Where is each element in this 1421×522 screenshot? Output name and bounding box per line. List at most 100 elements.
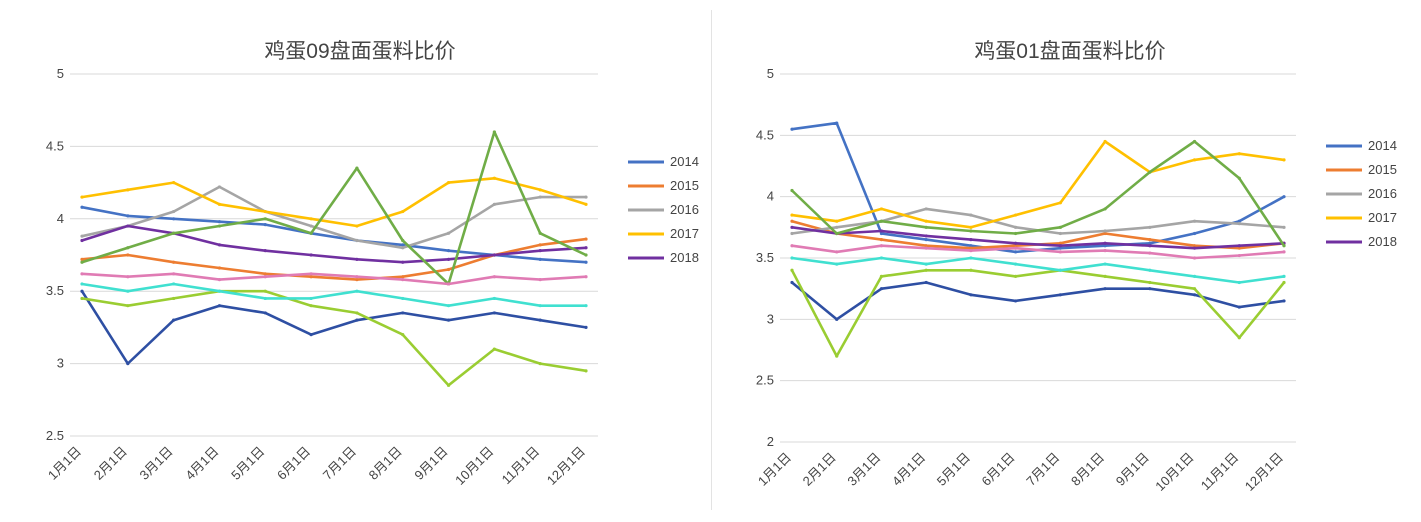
legend-label: 2014 [1368, 138, 1397, 153]
data-point [879, 229, 884, 233]
data-point [401, 311, 405, 315]
data-point [126, 214, 130, 218]
data-point [1058, 241, 1062, 245]
data-point [1192, 287, 1197, 291]
data-point [538, 362, 542, 366]
data-point [1014, 262, 1018, 266]
data-point [924, 268, 928, 272]
data-point [1237, 253, 1241, 258]
data-point [835, 317, 839, 321]
data-point [835, 219, 839, 223]
data-point [924, 225, 928, 229]
x-tick-label: 10月1日 [1152, 450, 1196, 494]
x-tick-label: 12月1日 [544, 444, 588, 488]
data-point [1014, 213, 1018, 217]
data-point [1237, 176, 1241, 180]
data-point [355, 238, 359, 243]
y-tick-label: 4.5 [46, 138, 64, 153]
data-point [924, 219, 928, 223]
data-point [309, 296, 313, 301]
data-point [969, 256, 973, 260]
data-point [80, 195, 84, 199]
data-point [1237, 246, 1241, 250]
data-point [1103, 229, 1107, 233]
data-point [80, 205, 84, 209]
data-point [1014, 244, 1018, 248]
data-point [401, 278, 405, 282]
data-point [1103, 139, 1107, 144]
data-point [924, 262, 928, 266]
data-point [1237, 305, 1241, 309]
data-point [790, 256, 794, 260]
data-point [1148, 170, 1152, 174]
data-point [1192, 246, 1197, 250]
data-point [969, 249, 973, 253]
x-tick-label: 7月1日 [320, 444, 359, 483]
data-point [263, 249, 267, 253]
series-line-2017 [80, 177, 588, 228]
x-tick-label: 1月1日 [45, 444, 84, 483]
data-point [924, 280, 928, 285]
data-point [446, 231, 451, 235]
data-point [217, 243, 222, 247]
data-point [1103, 249, 1107, 253]
data-point [263, 275, 267, 279]
data-point [126, 253, 130, 257]
data-point [1103, 207, 1107, 211]
x-tick-label: 2月1日 [800, 450, 839, 489]
data-point [835, 231, 839, 236]
data-point [538, 231, 542, 235]
data-point [355, 311, 359, 315]
data-point [1282, 195, 1286, 199]
data-point [309, 231, 313, 235]
data-point [492, 311, 496, 315]
data-point [835, 354, 839, 358]
data-point [1014, 299, 1018, 303]
data-point [401, 246, 405, 250]
data-point [355, 166, 359, 170]
y-tick-label: 5 [57, 66, 64, 81]
data-point [1014, 246, 1018, 250]
data-point [1103, 244, 1107, 248]
data-point [1282, 250, 1286, 254]
y-tick-label: 3 [57, 356, 64, 371]
x-tick-label: 3月1日 [137, 444, 176, 483]
data-point [538, 243, 542, 247]
x-tick-label: 10月1日 [452, 444, 496, 488]
data-point [355, 289, 359, 293]
data-point [790, 219, 794, 223]
data-point [172, 260, 176, 264]
series-line-unnamed-6 [790, 281, 1286, 321]
data-point [584, 275, 588, 279]
data-point [446, 383, 451, 387]
x-tick-label: 11月1日 [1198, 450, 1242, 494]
data-point [1282, 225, 1286, 229]
data-point [355, 224, 359, 228]
data-point [1282, 158, 1286, 162]
series-line-unnamed-9 [80, 272, 588, 286]
x-tick-label: 1月1日 [755, 450, 794, 489]
data-point [1237, 219, 1241, 223]
data-point [790, 231, 794, 236]
data-point [446, 282, 451, 286]
data-point [401, 209, 405, 214]
y-tick-label: 3.5 [756, 250, 774, 265]
data-point [401, 296, 405, 301]
data-point [126, 289, 130, 293]
data-point [584, 304, 588, 308]
data-point [538, 188, 542, 192]
data-point [969, 225, 973, 229]
data-point [126, 246, 130, 250]
data-point [835, 262, 839, 266]
data-point [80, 296, 84, 301]
data-point [790, 244, 794, 248]
data-point [80, 289, 84, 293]
data-point [1014, 274, 1018, 278]
data-point [80, 257, 84, 261]
data-point [263, 272, 267, 276]
series-line-unnamed-5 [80, 130, 588, 286]
data-point [1058, 268, 1062, 272]
data-point [172, 181, 176, 185]
data-point [1148, 251, 1152, 255]
data-point [217, 278, 222, 282]
